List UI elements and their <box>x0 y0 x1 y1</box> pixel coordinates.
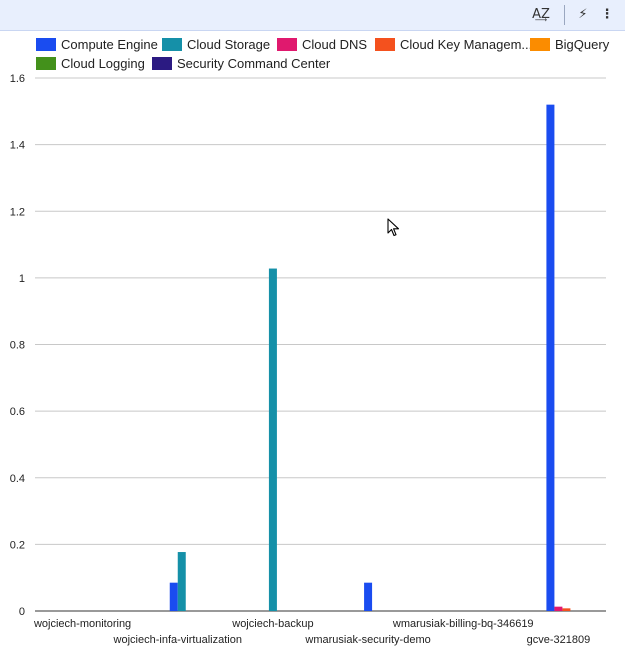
more-vert-icon[interactable]: ⋮ <box>600 7 614 22</box>
chart-legend: Compute Engine Cloud Storage Cloud DNS Clou… <box>36 37 610 71</box>
chart-toolbar: A͢Z ⚡ ⋮ <box>0 0 625 31</box>
sort-az-icon[interactable]: A͢Z <box>532 7 550 22</box>
legend-label-cloud-dns[interactable]: Cloud DNS <box>302 37 367 52</box>
legend-swatch-cloud-storage[interactable] <box>162 38 182 51</box>
toolbar-divider <box>564 5 565 25</box>
legend-label-security-command-center[interactable]: Security Command Center <box>177 56 331 71</box>
legend-label-cloud-logging[interactable]: Cloud Logging <box>61 56 145 71</box>
legend-label-compute-engine[interactable]: Compute Engine <box>61 37 158 52</box>
chart-gridlines <box>35 77 606 612</box>
bar-cloud-storage-wojciech-backup[interactable] <box>268 268 277 611</box>
bar-cloud-dns-gcve-321809[interactable] <box>554 606 563 611</box>
legend-swatch-cloud-logging[interactable] <box>36 57 56 70</box>
legend-swatch-security-command-center[interactable] <box>152 57 172 70</box>
mouse-cursor-icon <box>387 218 400 237</box>
legend-label-cloud-storage[interactable]: Cloud Storage <box>187 37 270 52</box>
bar-cloud-storage-wojciech-infa-virtualization[interactable] <box>177 552 186 611</box>
y-tick-label: 0 <box>19 606 25 618</box>
legend-swatch-bigquery[interactable] <box>530 38 550 51</box>
bar-compute-engine-wojciech-infa-virtualization[interactable] <box>169 582 178 611</box>
chart-bars <box>169 104 571 612</box>
lightning-icon[interactable]: ⚡ <box>578 7 588 22</box>
x-tick-label: gcve-321809 <box>527 634 591 646</box>
bar-compute-engine-gcve-321809[interactable] <box>546 104 555 612</box>
bar-cloud-key-management-gcve-321809[interactable] <box>562 608 571 611</box>
x-tick-label: wojciech-monitoring <box>33 618 131 630</box>
legend-label-cloud-key-management[interactable]: Cloud Key Managem... <box>400 37 532 52</box>
x-tick-label: wojciech-infa-virtualization <box>113 634 242 646</box>
legend-swatch-cloud-key-management[interactable] <box>375 38 395 51</box>
x-axis: wojciech-monitoring wojciech-infa-virtual… <box>33 618 590 646</box>
legend-label-bigquery[interactable]: BigQuery <box>555 37 610 52</box>
x-tick-label: wojciech-backup <box>231 618 313 630</box>
y-tick-label: 0.4 <box>10 473 25 485</box>
legend-swatch-cloud-dns[interactable] <box>277 38 297 51</box>
y-tick-label: 1.4 <box>10 140 25 152</box>
y-axis: 0 0.2 0.4 0.6 0.8 1 1.2 1.4 1.6 <box>10 73 25 618</box>
y-tick-label: 1.6 <box>10 73 25 85</box>
bar-compute-engine-wmarusiak-security-demo[interactable] <box>364 582 373 611</box>
y-tick-label: 0.2 <box>10 539 25 551</box>
y-tick-label: 1.2 <box>10 206 25 218</box>
y-tick-label: 0.8 <box>10 340 25 352</box>
x-tick-label: wmarusiak-billing-bq-346619 <box>392 618 534 630</box>
y-tick-label: 1 <box>19 273 25 285</box>
legend-swatch-compute-engine[interactable] <box>36 38 56 51</box>
x-tick-label: wmarusiak-security-demo <box>304 634 430 646</box>
y-tick-label: 0.6 <box>10 406 25 418</box>
